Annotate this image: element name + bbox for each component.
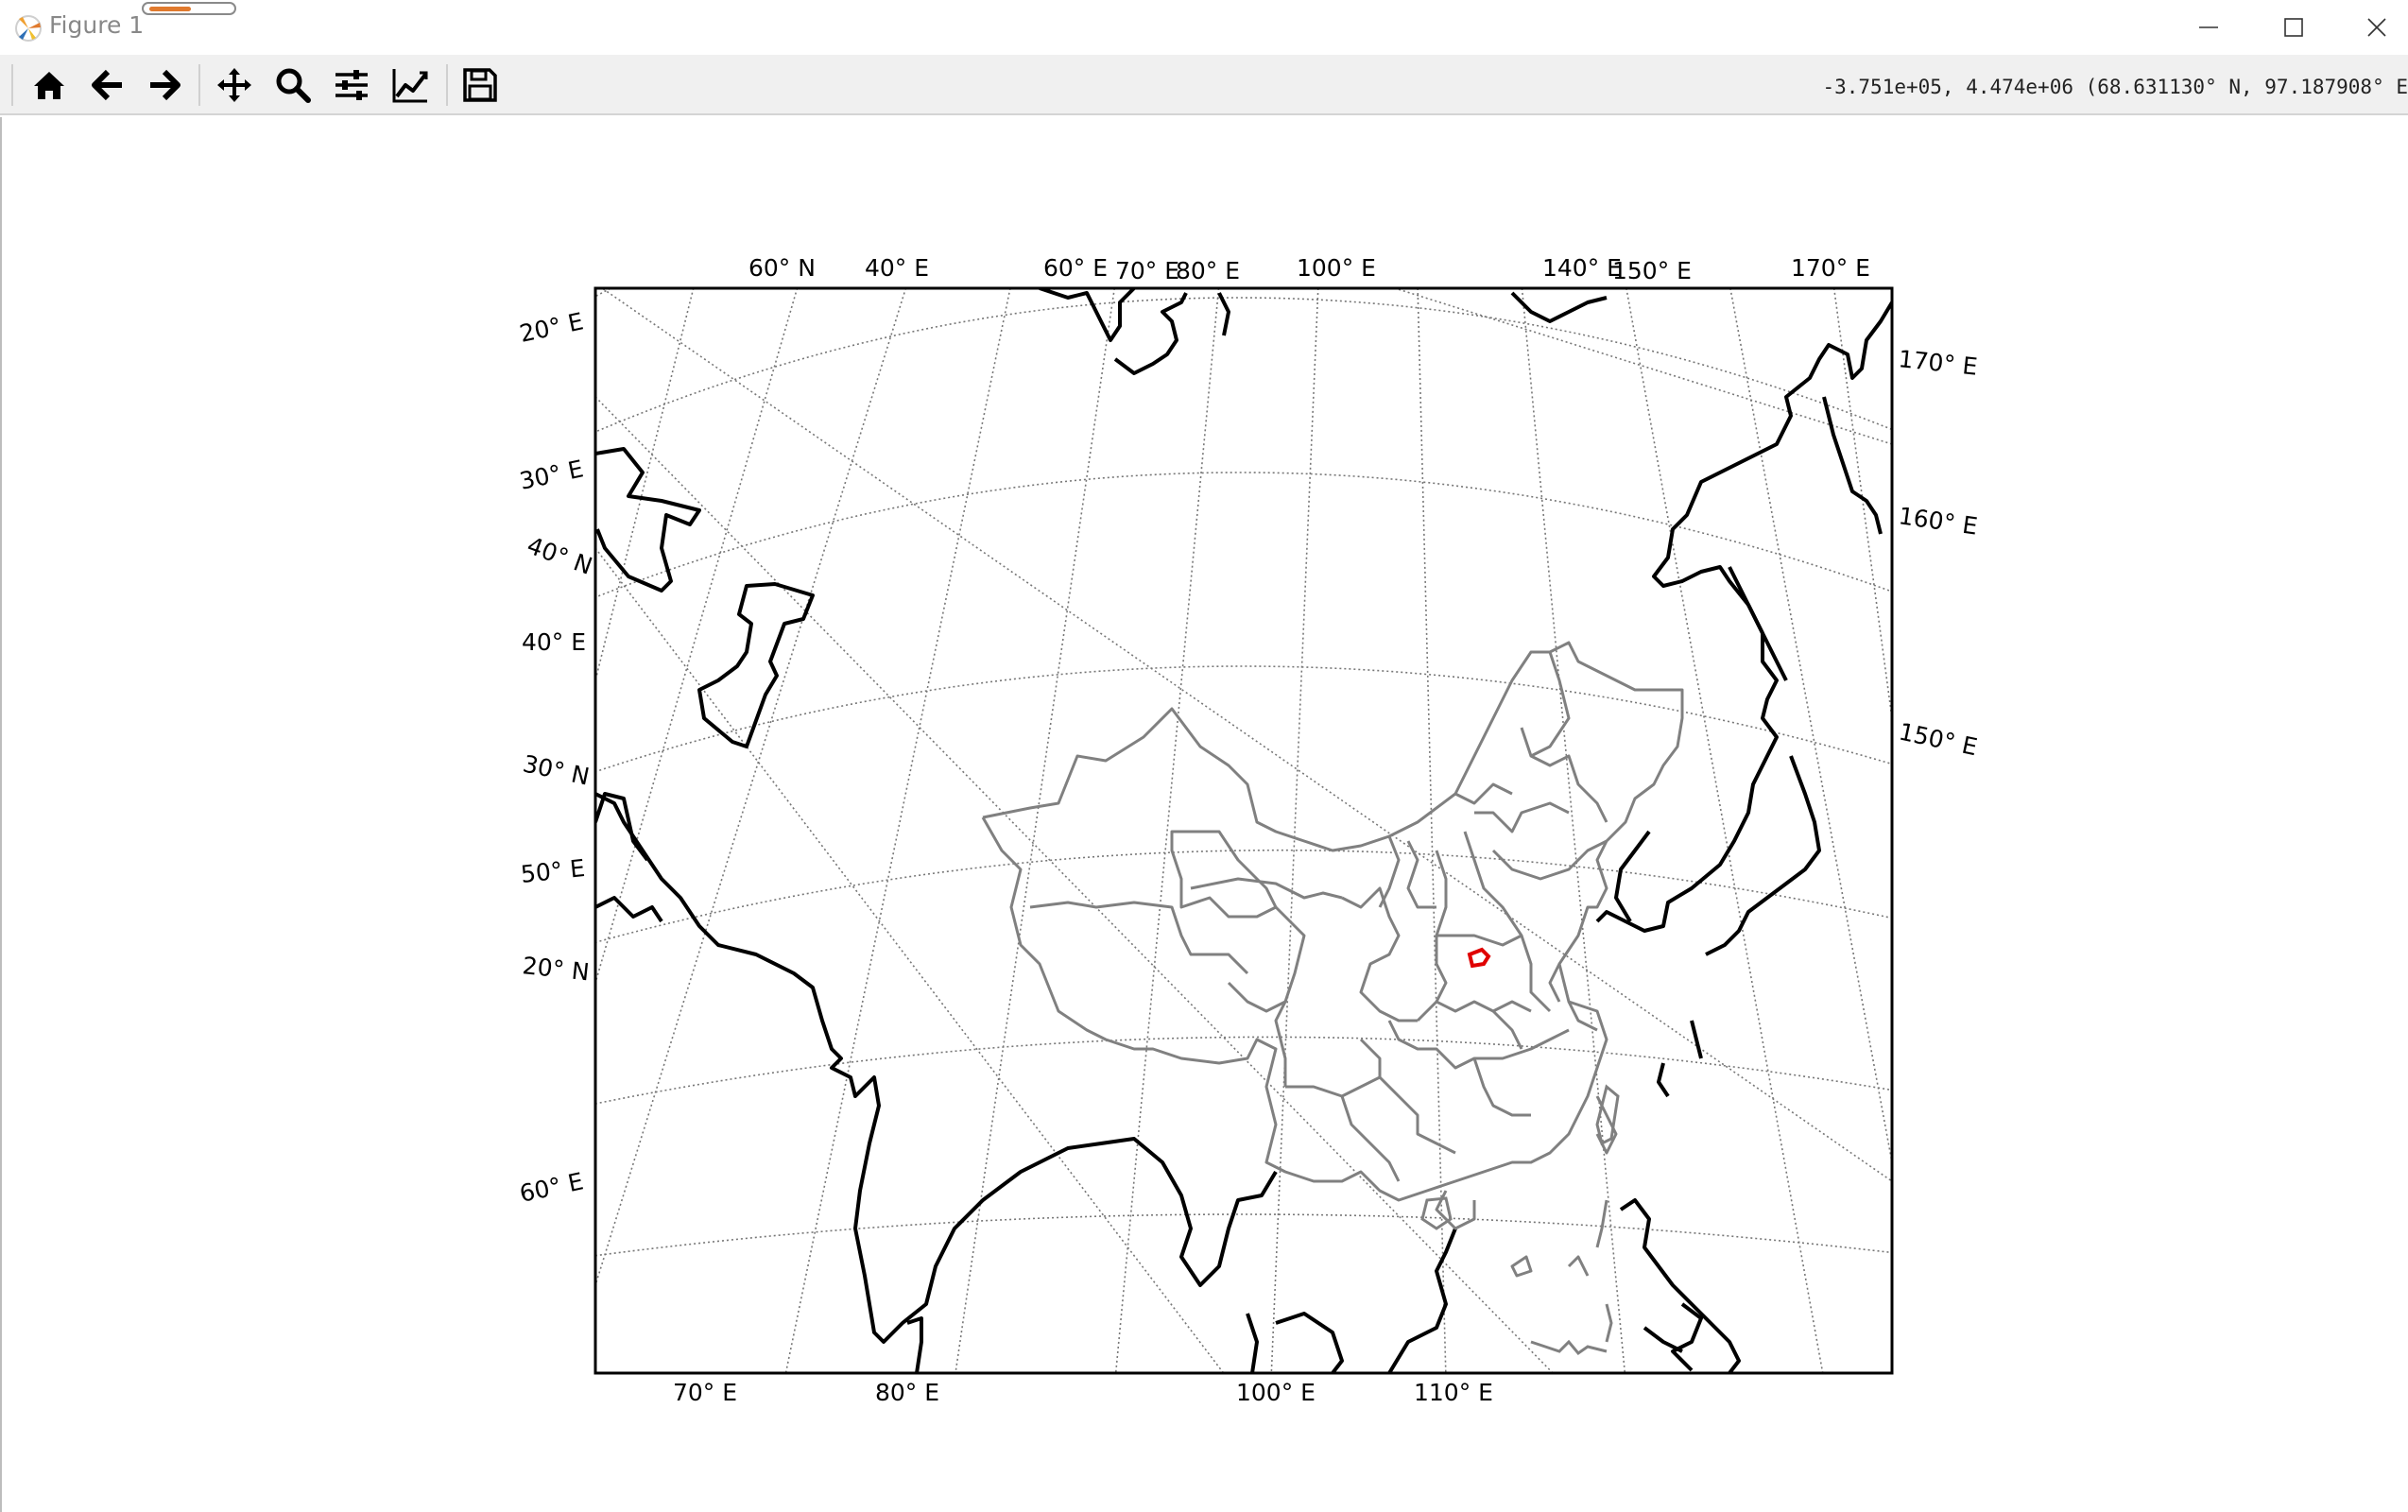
search-icon	[276, 68, 311, 103]
window-title: Figure 1	[49, 11, 145, 39]
home-icon	[34, 72, 64, 99]
top-label: 60° E	[1043, 254, 1108, 282]
left-label: 60° E	[517, 1167, 586, 1208]
bottom-label: 80° E	[875, 1379, 939, 1406]
left-label: 20° E	[517, 307, 586, 348]
minimize-icon	[2199, 26, 2218, 28]
top-label: 170° E	[1791, 254, 1870, 282]
title-bar: Figure 1	[0, 0, 2408, 55]
toolbar-separator	[446, 64, 448, 106]
navigation-toolbar	[0, 55, 2408, 115]
province-borders	[981, 641, 1684, 1343]
left-label: 30° N	[521, 750, 592, 791]
map-frame	[593, 286, 1894, 1375]
zoom-button[interactable]	[270, 62, 316, 108]
progress-fill	[149, 7, 191, 11]
top-label: 40° E	[865, 254, 929, 282]
highlighted-region	[1467, 947, 1491, 969]
close-icon	[2367, 18, 2386, 37]
customize-button[interactable]	[387, 62, 433, 108]
subplots-button[interactable]	[329, 62, 374, 108]
forward-button[interactable]	[142, 62, 187, 108]
minimize-button[interactable]	[2166, 0, 2251, 55]
right-label: 160° E	[1897, 502, 1979, 540]
bottom-label: 100° E	[1236, 1379, 1316, 1406]
left-label: 50° E	[520, 854, 587, 888]
arrow-right-icon	[150, 69, 181, 101]
left-label: 40° E	[522, 628, 586, 656]
maximize-icon	[2284, 18, 2303, 37]
toolbar-separator	[11, 64, 13, 106]
close-button[interactable]	[2334, 0, 2408, 55]
map-axes	[593, 286, 1894, 1375]
maximize-button[interactable]	[2251, 0, 2336, 55]
coastlines	[595, 288, 1892, 1373]
top-label: 60° N	[748, 254, 816, 282]
left-label: 20° N	[521, 952, 591, 986]
bottom-label: 110° E	[1414, 1379, 1493, 1406]
back-button[interactable]	[85, 62, 130, 108]
matplotlib-icon	[13, 13, 43, 43]
coordinate-readout: -3.751e+05, 4.474e+06 (68.631130° N, 97.…	[1822, 76, 2408, 98]
arrow-left-icon	[92, 69, 122, 101]
graticule	[595, 288, 1892, 1373]
pan-button[interactable]	[212, 62, 257, 108]
top-label: 150° E	[1612, 257, 1692, 284]
toolbar-separator	[198, 64, 200, 106]
right-label: 150° E	[1897, 718, 1980, 762]
left-label: 40° N	[524, 531, 596, 580]
map-canvas[interactable]: 60° N 40° E 60° E 70° E 80° E 100° E 140…	[0, 117, 2408, 1512]
left-label: 30° E	[517, 455, 586, 495]
sliders-icon	[335, 70, 368, 100]
bottom-label: 70° E	[673, 1379, 737, 1406]
home-button[interactable]	[26, 62, 72, 108]
line-chart-icon	[392, 69, 428, 103]
save-button[interactable]	[457, 62, 503, 108]
floppy-disk-icon	[463, 68, 497, 102]
top-label: 70° E	[1115, 257, 1179, 284]
progress-indicator	[142, 2, 236, 15]
top-label: 80° E	[1176, 257, 1240, 284]
islands	[1420, 1084, 1620, 1356]
top-label: 140° E	[1542, 254, 1622, 282]
window-border	[0, 117, 2, 1512]
right-label: 170° E	[1897, 345, 1979, 381]
move-icon	[217, 68, 251, 102]
top-label: 100° E	[1297, 254, 1376, 282]
